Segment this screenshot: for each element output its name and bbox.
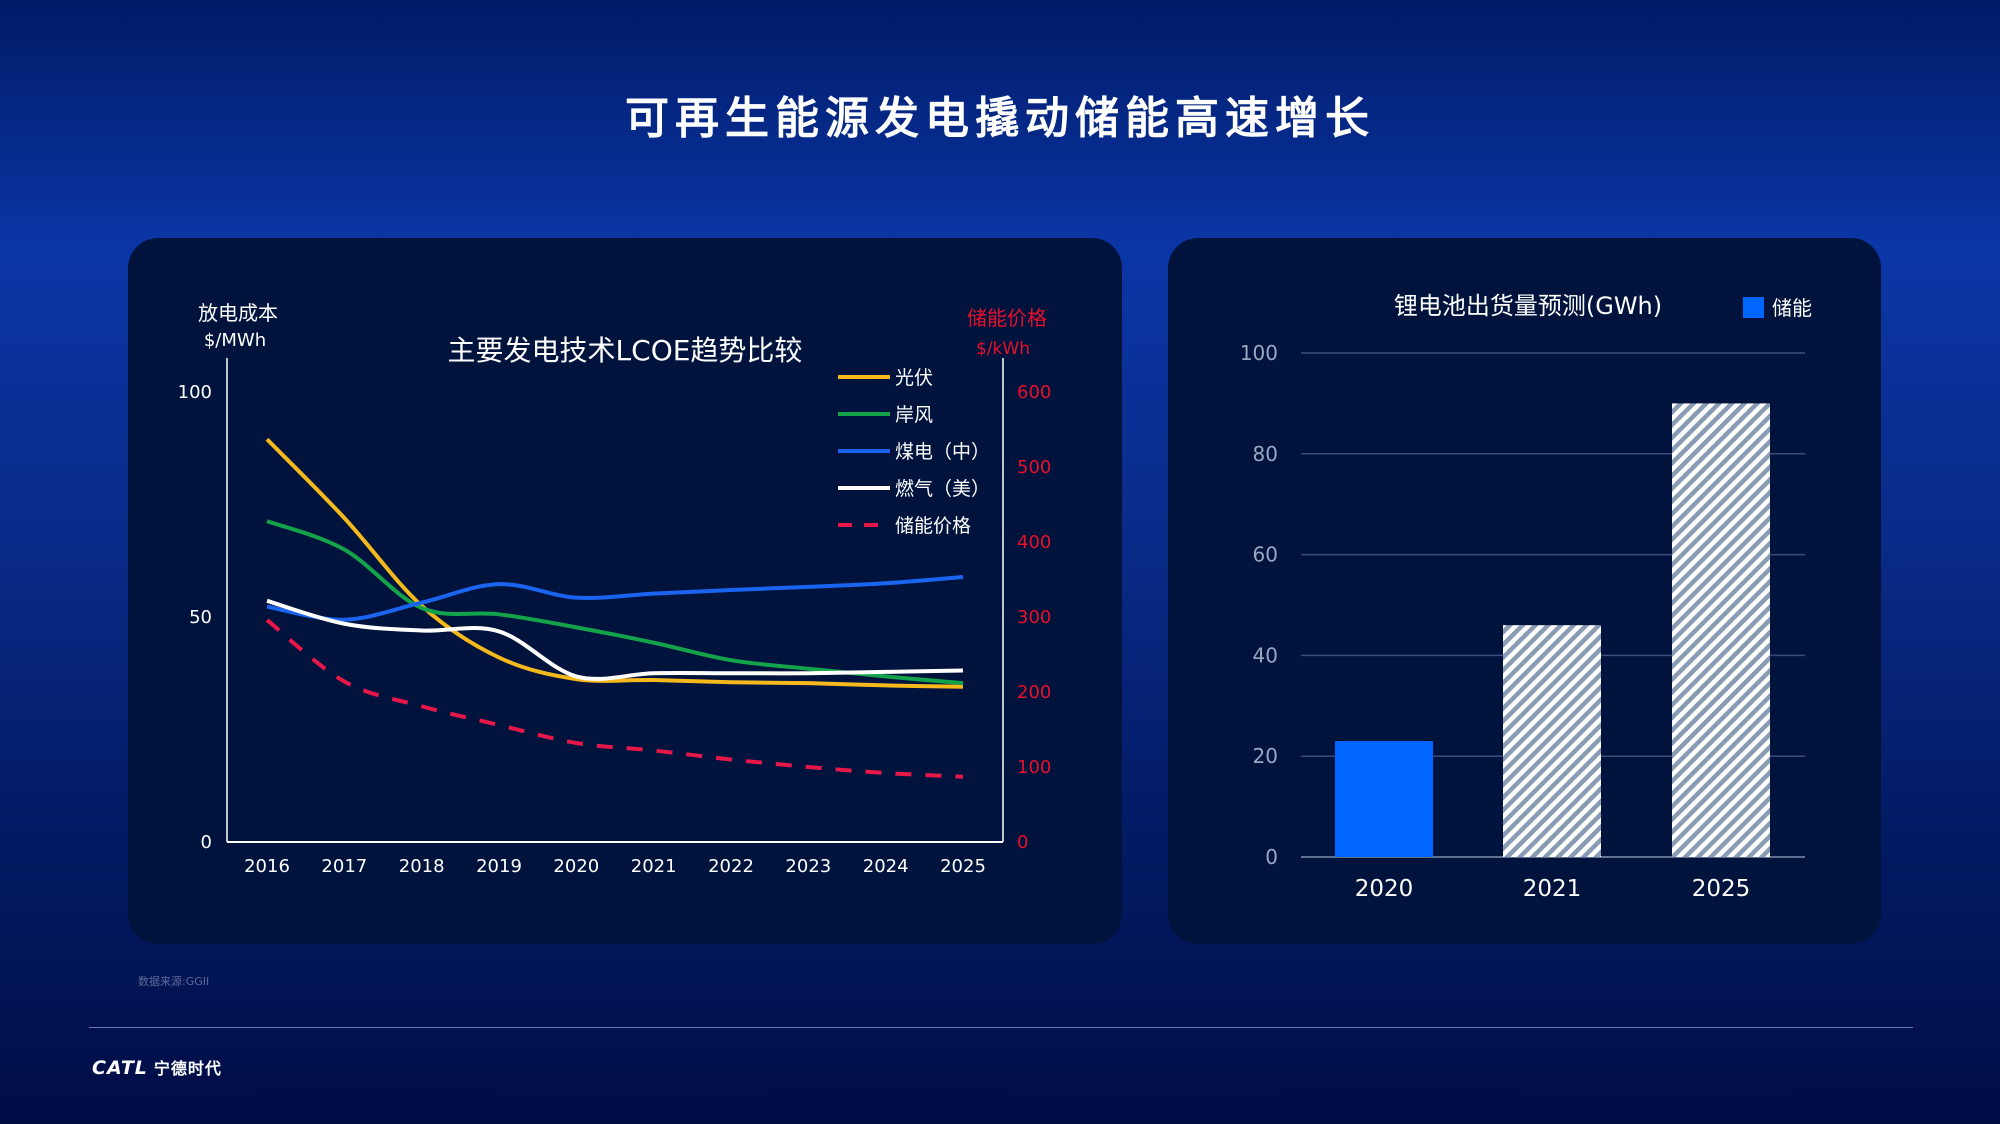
y-tick-label: 50 xyxy=(189,607,212,628)
x-tick-label: 2020 xyxy=(1355,876,1414,902)
y-tick-label: 100 xyxy=(1240,341,1278,365)
y-tick-label: 60 xyxy=(1253,543,1278,567)
bar-2021 xyxy=(1503,625,1601,857)
catl-logo: CATL 宁德时代 xyxy=(92,1055,222,1079)
y-tick-label: 40 xyxy=(1253,643,1278,667)
legend-label-storage: 储能 xyxy=(1772,296,1812,320)
bar-chart-title: 锂电池出货量预测(GWh) xyxy=(1394,292,1662,320)
x-tick-label: 2021 xyxy=(631,856,677,877)
y-tick-label: 0 xyxy=(1265,845,1278,869)
x-tick-label: 2018 xyxy=(399,856,445,877)
x-tick-label: 2023 xyxy=(785,856,831,877)
x-tick-label: 2025 xyxy=(1692,876,1751,902)
logo-brand: CATL xyxy=(92,1057,148,1079)
y2-tick-label: 600 xyxy=(1017,382,1051,403)
series-line-0 xyxy=(265,437,964,689)
series-line-2 xyxy=(266,574,964,622)
legend-label-1: 岸风 xyxy=(895,404,933,426)
legend-label-0: 光伏 xyxy=(895,367,933,389)
y2-tick-label: 100 xyxy=(1017,757,1051,778)
y-tick-label: 100 xyxy=(178,382,212,403)
y-axis-label-line1: 放电成本 xyxy=(198,301,278,325)
legend-swatch-storage xyxy=(1743,297,1764,318)
lcoe-chart-title: 主要发电技术LCOE趋势比较 xyxy=(448,334,803,367)
legend-label-4: 储能价格 xyxy=(895,515,971,537)
bar-2020 xyxy=(1335,741,1433,857)
legend-label-2: 煤电（中） xyxy=(895,441,990,463)
y2-axis-label-line2: $/kWh xyxy=(976,339,1030,359)
y2-tick-label: 500 xyxy=(1017,457,1051,478)
x-tick-label: 2020 xyxy=(553,856,599,877)
x-tick-label: 2016 xyxy=(244,856,290,877)
legend-label-3: 燃气（美） xyxy=(895,478,990,500)
y-tick-label: 20 xyxy=(1253,744,1278,768)
x-tick-label: 2017 xyxy=(321,856,367,877)
y2-tick-label: 400 xyxy=(1017,532,1051,553)
series-line-1 xyxy=(266,519,964,686)
y2-tick-label: 0 xyxy=(1017,832,1028,853)
x-tick-label: 2022 xyxy=(708,856,754,877)
bar-2025 xyxy=(1672,403,1770,857)
y-tick-label: 0 xyxy=(201,832,212,853)
data-source-note: 数据来源:GGII xyxy=(138,975,210,988)
y2-axis-label-line1: 储能价格 xyxy=(967,306,1047,330)
x-tick-label: 2024 xyxy=(863,856,909,877)
y2-tick-label: 300 xyxy=(1017,607,1051,628)
page-title: 可再生能源发电撬动储能高速增长 xyxy=(625,93,1375,144)
x-tick-label: 2025 xyxy=(940,856,986,877)
lcoe-chart-card xyxy=(128,238,1122,944)
y2-tick-label: 200 xyxy=(1017,682,1051,703)
series-line-3 xyxy=(266,598,964,681)
y-tick-label: 80 xyxy=(1253,442,1278,466)
y-axis-label-line2: $/MWh xyxy=(204,330,266,351)
logo-name: 宁德时代 xyxy=(153,1059,222,1078)
x-tick-label: 2021 xyxy=(1523,876,1582,902)
footer-divider xyxy=(89,1027,1913,1028)
x-tick-label: 2019 xyxy=(476,856,522,877)
series-line-4 xyxy=(265,618,964,779)
